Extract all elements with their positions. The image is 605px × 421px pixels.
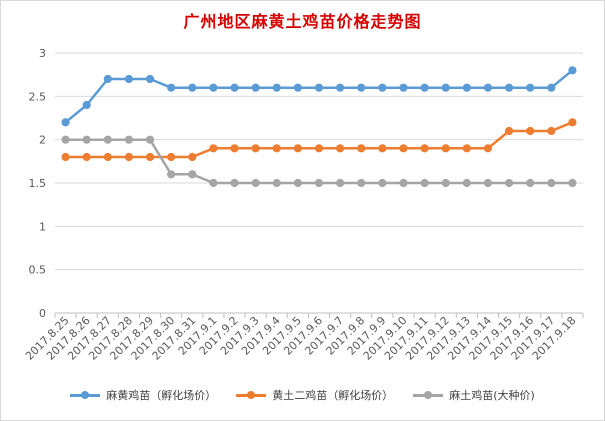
data-point-s3-23 bbox=[526, 178, 535, 188]
data-point-s1-5 bbox=[145, 74, 155, 84]
legend-label-series-1: 麻黄鸡苗（孵化场价） bbox=[106, 389, 217, 402]
data-point-s3-22 bbox=[504, 178, 514, 188]
data-point-s2-25 bbox=[568, 118, 577, 127]
y-tick-label-6: 3 bbox=[39, 47, 46, 60]
data-point-s3-7 bbox=[188, 170, 197, 179]
data-point-s1-16 bbox=[378, 83, 387, 92]
legend-item-series-1: 麻黄鸡苗（孵化场价） bbox=[70, 387, 216, 403]
data-point-s1-20 bbox=[462, 83, 471, 92]
data-point-s2-7 bbox=[188, 152, 197, 162]
data-point-s3-8 bbox=[209, 178, 218, 188]
data-point-s1-1 bbox=[61, 118, 70, 127]
data-point-s3-24 bbox=[547, 178, 556, 188]
data-point-s1-6 bbox=[167, 83, 176, 92]
legend-label-series-2: 黄土二鸡苗（孵化场价） bbox=[272, 389, 394, 402]
data-point-s1-9 bbox=[230, 83, 239, 92]
data-point-s1-3 bbox=[103, 74, 112, 84]
data-point-s3-20 bbox=[462, 178, 471, 188]
data-point-s2-11 bbox=[272, 144, 281, 153]
y-tick-label-0: 0 bbox=[39, 307, 46, 320]
legend-marker-series-2 bbox=[236, 389, 267, 401]
data-point-s3-21 bbox=[483, 178, 493, 188]
legend-marker-series-3 bbox=[413, 389, 444, 401]
legend-label-series-3: 麻土鸡苗(大种价) bbox=[449, 389, 535, 402]
data-point-s3-5 bbox=[145, 135, 155, 144]
data-point-s3-9 bbox=[230, 178, 239, 188]
y-tick-label-3: 1.5 bbox=[29, 177, 47, 190]
data-point-s2-23 bbox=[526, 126, 535, 136]
data-point-s1-23 bbox=[526, 83, 535, 92]
data-point-s3-3 bbox=[103, 135, 112, 144]
data-point-s2-16 bbox=[378, 144, 387, 153]
data-point-s1-2 bbox=[82, 100, 91, 110]
legend-item-series-2: 黄土二鸡苗（孵化场价） bbox=[236, 387, 393, 403]
data-point-s3-18 bbox=[420, 178, 429, 188]
legend: 麻黄鸡苗（孵化场价） 黄土二鸡苗（孵化场价） 麻土鸡苗(大种价) bbox=[0, 387, 605, 403]
data-point-s3-16 bbox=[378, 178, 387, 188]
data-point-s2-17 bbox=[399, 144, 408, 153]
data-point-s2-18 bbox=[420, 144, 429, 153]
data-point-s1-15 bbox=[357, 83, 366, 92]
data-point-s1-11 bbox=[272, 83, 281, 92]
data-point-s1-21 bbox=[483, 83, 493, 92]
data-point-s2-22 bbox=[504, 126, 514, 136]
data-point-s2-5 bbox=[145, 152, 155, 162]
data-point-s3-25 bbox=[568, 178, 577, 188]
data-point-s3-2 bbox=[82, 135, 91, 144]
y-tick-label-2: 1 bbox=[39, 220, 46, 233]
data-point-s2-4 bbox=[124, 152, 134, 162]
data-point-s2-24 bbox=[547, 126, 556, 136]
data-point-s2-12 bbox=[293, 144, 302, 153]
data-point-s1-24 bbox=[547, 83, 556, 92]
data-point-s1-17 bbox=[399, 83, 408, 92]
data-point-s2-8 bbox=[209, 144, 218, 153]
data-point-s3-4 bbox=[124, 135, 134, 144]
data-point-s1-8 bbox=[209, 83, 218, 92]
data-point-s1-18 bbox=[420, 83, 429, 92]
data-point-s1-4 bbox=[124, 74, 134, 84]
data-point-s1-10 bbox=[251, 83, 260, 92]
data-point-s3-15 bbox=[357, 178, 366, 188]
data-point-s3-13 bbox=[314, 178, 324, 188]
data-point-s3-1 bbox=[61, 135, 70, 144]
data-point-s1-19 bbox=[441, 83, 450, 92]
data-point-s1-25 bbox=[568, 66, 577, 75]
data-point-s2-19 bbox=[441, 144, 450, 153]
data-point-s3-14 bbox=[336, 178, 345, 188]
chart-title: 广州地区麻黄土鸡苗价格走势图 bbox=[183, 12, 422, 31]
data-point-s2-21 bbox=[483, 144, 493, 153]
data-point-s2-15 bbox=[357, 144, 366, 153]
data-point-s2-14 bbox=[336, 144, 345, 153]
legend-item-series-3: 麻土鸡苗(大种价) bbox=[413, 387, 535, 403]
data-point-s2-9 bbox=[230, 144, 239, 153]
data-point-s3-17 bbox=[399, 178, 408, 188]
data-point-s1-7 bbox=[188, 83, 197, 92]
data-point-s2-1 bbox=[61, 152, 70, 162]
data-point-s3-6 bbox=[167, 170, 176, 179]
data-point-s2-20 bbox=[462, 144, 471, 153]
data-point-s3-12 bbox=[293, 178, 302, 188]
data-point-s3-11 bbox=[272, 178, 281, 188]
data-point-s1-13 bbox=[314, 83, 324, 92]
y-tick-label-4: 2 bbox=[39, 134, 46, 147]
data-point-s3-10 bbox=[251, 178, 260, 188]
data-point-s2-3 bbox=[103, 152, 112, 162]
y-tick-label-1: 0.5 bbox=[29, 264, 47, 277]
data-point-s2-2 bbox=[82, 152, 91, 162]
data-point-s2-13 bbox=[314, 144, 324, 153]
data-point-s2-6 bbox=[167, 152, 176, 162]
data-point-s2-10 bbox=[251, 144, 260, 153]
legend-marker-series-1 bbox=[70, 389, 101, 401]
data-point-s1-14 bbox=[336, 83, 345, 92]
data-point-s1-22 bbox=[504, 83, 514, 92]
y-tick-label-5: 2.5 bbox=[29, 90, 47, 103]
data-point-s1-12 bbox=[293, 83, 302, 92]
data-point-s3-19 bbox=[441, 178, 450, 188]
